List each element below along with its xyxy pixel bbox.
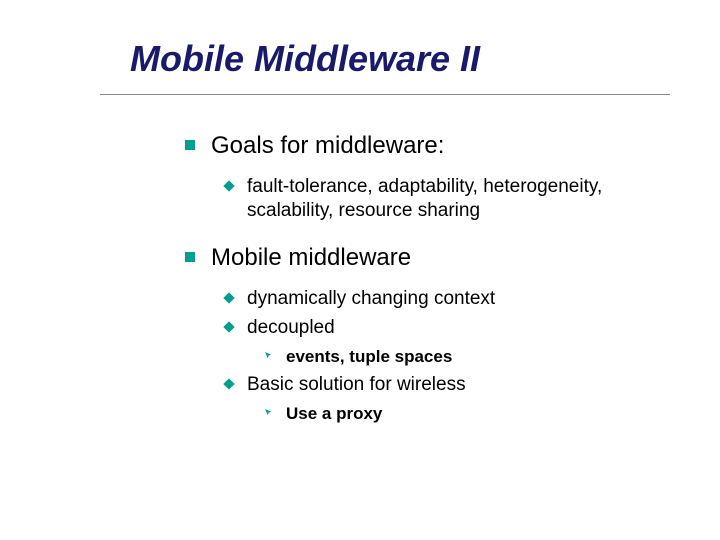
bullet-text: Mobile middleware xyxy=(211,243,411,273)
title-underline xyxy=(100,94,670,95)
pointer-bullet-icon xyxy=(265,409,274,418)
diamond-bullet-icon xyxy=(223,379,234,390)
bullet-text: events, tuple spaces xyxy=(286,346,452,367)
bullet-text: decoupled xyxy=(247,316,335,340)
slide-title: Mobile Middleware II xyxy=(130,38,680,80)
square-bullet-icon xyxy=(185,252,195,262)
bullet-item-l2: Basic solution for wireless xyxy=(225,373,680,397)
bullet-item-l1: Goals for middleware: xyxy=(185,131,680,161)
bullet-text: Goals for middleware: xyxy=(211,131,444,161)
square-bullet-icon xyxy=(185,140,195,150)
bullet-text: Basic solution for wireless xyxy=(247,373,466,397)
bullet-item-l3: Use a proxy xyxy=(265,403,680,424)
bullet-text: Use a proxy xyxy=(286,403,382,424)
diamond-bullet-icon xyxy=(223,292,234,303)
diamond-bullet-icon xyxy=(223,322,234,333)
bullet-item-l2: fault-tolerance, adaptability, heterogen… xyxy=(225,175,680,223)
bullet-item-l3: events, tuple spaces xyxy=(265,346,680,367)
slide-content: Goals for middleware: fault-tolerance, a… xyxy=(185,131,680,424)
slide: Mobile Middleware II Goals for middlewar… xyxy=(0,0,720,540)
bullet-text: dynamically changing context xyxy=(247,287,495,311)
bullet-text: fault-tolerance, adaptability, heterogen… xyxy=(247,175,680,223)
diamond-bullet-icon xyxy=(223,180,234,191)
bullet-item-l2: decoupled xyxy=(225,316,680,340)
pointer-bullet-icon xyxy=(265,352,274,361)
bullet-item-l2: dynamically changing context xyxy=(225,287,680,311)
bullet-item-l1: Mobile middleware xyxy=(185,243,680,273)
